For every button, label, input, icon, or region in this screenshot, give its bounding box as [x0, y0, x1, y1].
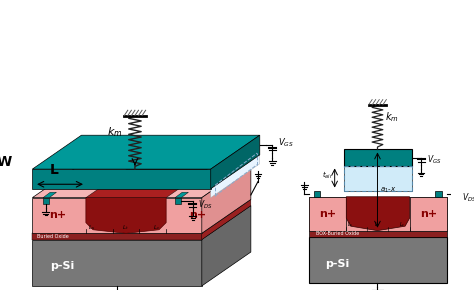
Polygon shape [32, 198, 202, 233]
Text: $V_{DS}$: $V_{DS}$ [462, 191, 474, 204]
Polygon shape [43, 198, 49, 204]
Polygon shape [309, 237, 447, 283]
Polygon shape [32, 206, 251, 239]
Text: $L_t$: $L_t$ [374, 220, 380, 229]
Polygon shape [436, 191, 442, 197]
Text: $L_s$: $L_s$ [347, 220, 354, 229]
Polygon shape [309, 197, 447, 231]
Polygon shape [344, 150, 412, 165]
Text: W: W [0, 155, 12, 169]
Text: n+: n+ [189, 211, 206, 220]
Polygon shape [344, 165, 412, 191]
Text: $L_t$: $L_t$ [121, 223, 128, 231]
Polygon shape [211, 135, 260, 189]
Polygon shape [309, 197, 346, 231]
Polygon shape [202, 164, 251, 233]
Polygon shape [202, 200, 251, 239]
Text: $V_{GS}$: $V_{GS}$ [427, 154, 441, 166]
Polygon shape [32, 239, 202, 286]
Polygon shape [32, 200, 251, 233]
Polygon shape [86, 164, 215, 198]
Polygon shape [86, 198, 166, 233]
Text: $V_{DS}$: $V_{DS}$ [198, 199, 213, 211]
Text: Buried Oxide: Buried Oxide [37, 234, 69, 239]
Polygon shape [32, 164, 251, 198]
Polygon shape [202, 206, 251, 286]
Text: $L_c$: $L_c$ [399, 220, 405, 229]
Text: $V_{GS}$: $V_{GS}$ [278, 137, 293, 150]
Text: n+: n+ [420, 209, 437, 219]
Text: $k_m$: $k_m$ [107, 125, 122, 138]
Text: $a_1$-$x$: $a_1$-$x$ [380, 186, 396, 195]
Polygon shape [32, 169, 211, 189]
Polygon shape [410, 197, 447, 231]
Polygon shape [346, 197, 410, 231]
Text: BOX-Buried Oxide: BOX-Buried Oxide [316, 231, 359, 236]
Text: n+: n+ [319, 209, 336, 219]
Text: $L_s$: $L_s$ [88, 223, 95, 231]
Polygon shape [309, 231, 447, 237]
Text: p-Si: p-Si [50, 261, 74, 271]
Polygon shape [175, 192, 189, 198]
Text: $k_m$: $k_m$ [384, 111, 398, 124]
Text: L: L [50, 163, 59, 177]
Text: p-Si: p-Si [325, 258, 349, 269]
Text: $t_{air}$: $t_{air}$ [321, 170, 333, 181]
Polygon shape [211, 155, 260, 198]
Polygon shape [175, 198, 181, 204]
Polygon shape [43, 192, 56, 198]
Polygon shape [314, 191, 320, 197]
Polygon shape [32, 135, 260, 169]
Text: n+: n+ [49, 211, 66, 220]
Polygon shape [32, 233, 202, 239]
Text: $L_c$: $L_c$ [153, 223, 160, 231]
